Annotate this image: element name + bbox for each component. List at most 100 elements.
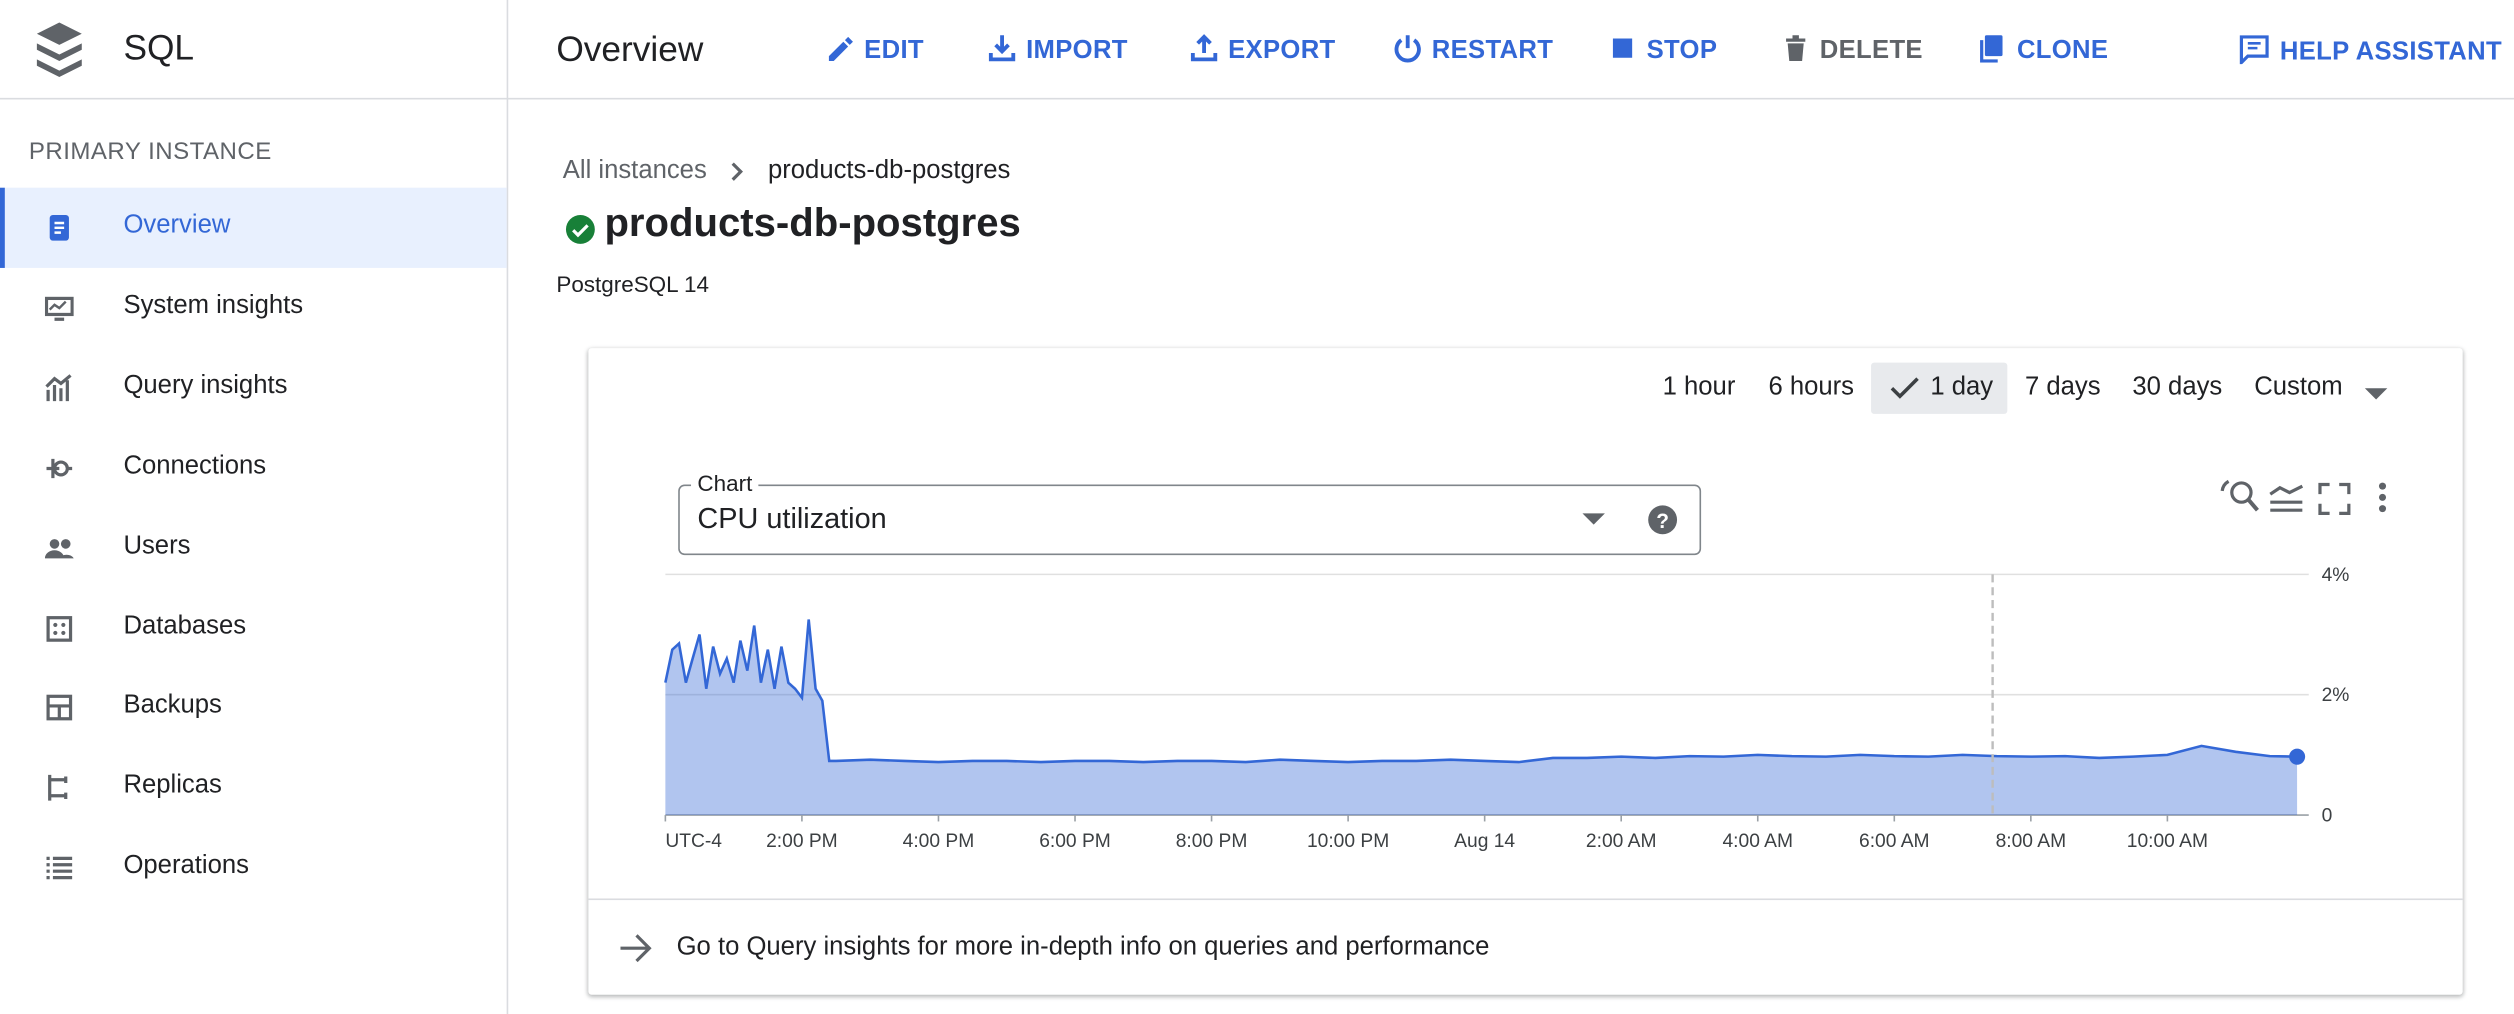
caret-svg bbox=[2364, 388, 2388, 400]
x-tick-label: 2:00 AM bbox=[1586, 831, 1657, 852]
help-assistant[interactable]: HELP ASSISTANT bbox=[2238, 35, 2502, 67]
action-icon bbox=[1786, 35, 1806, 61]
nav-item[interactable]: Databases bbox=[123, 612, 247, 640]
nav-icon-svg bbox=[45, 373, 72, 401]
x-tick-label: Aug 14 bbox=[1454, 831, 1515, 852]
toolbar-action[interactable]: RESTART bbox=[1393, 34, 1553, 66]
query-insights-link[interactable]: Go to Query insights for more in-depth i… bbox=[676, 933, 1490, 962]
x-tick-label: 4:00 AM bbox=[1722, 831, 1793, 852]
check-icon bbox=[1889, 375, 1921, 409]
nav-icon-svg bbox=[46, 458, 73, 478]
action-label: IMPORT bbox=[1026, 36, 1128, 65]
end-point bbox=[2289, 748, 2306, 765]
nav-icon-svg bbox=[44, 296, 74, 321]
nav-item[interactable]: Replicas bbox=[123, 772, 222, 800]
active-item-bg bbox=[0, 187, 507, 268]
x-tick-label: 4:00 PM bbox=[903, 831, 975, 852]
y-tick-label: 0 bbox=[2322, 805, 2333, 826]
toolbar-action[interactable]: EDIT bbox=[826, 34, 924, 66]
breadcrumb-root[interactable]: All instances bbox=[562, 157, 707, 185]
action-icon bbox=[1612, 38, 1633, 58]
card-divider bbox=[588, 898, 2463, 901]
x-tick-label: 8:00 PM bbox=[1176, 831, 1248, 852]
x-tick-label: 10:00 AM bbox=[2127, 831, 2208, 852]
nav-item[interactable]: System insights bbox=[123, 291, 304, 320]
action-icon bbox=[1980, 35, 2003, 63]
chart-selector[interactable] bbox=[678, 484, 1702, 556]
action-label: CLONE bbox=[2016, 36, 2109, 65]
time-range-option[interactable]: 7 days bbox=[2024, 373, 2101, 402]
chart-selector-value: CPU utilization bbox=[697, 502, 887, 535]
svg-text:?: ? bbox=[1656, 510, 1669, 533]
dropdown-caret[interactable] bbox=[1581, 510, 1607, 526]
nav-item[interactable]: Query insights bbox=[123, 371, 288, 400]
action-label: EDIT bbox=[864, 36, 924, 65]
x-tick-label: 6:00 AM bbox=[1859, 831, 1930, 852]
nav-icon bbox=[45, 213, 74, 250]
toolbar-action[interactable]: CLONE bbox=[1978, 34, 2108, 66]
time-range-option[interactable]: 1 hour bbox=[1662, 373, 1736, 402]
x-tick-label: 6:00 PM bbox=[1039, 831, 1111, 852]
sql-logo bbox=[36, 22, 82, 78]
time-range-option[interactable]: Custom bbox=[2254, 373, 2343, 402]
nav-icon-svg bbox=[46, 615, 73, 641]
nav-item[interactable]: Overview bbox=[123, 211, 231, 240]
action-label: STOP bbox=[1646, 36, 1718, 65]
nav-icon bbox=[45, 854, 74, 891]
help-label: HELP ASSISTANT bbox=[2279, 38, 2502, 66]
time-range-option[interactable]: 1 day bbox=[1930, 373, 1994, 402]
x-tick-label: 8:00 AM bbox=[1996, 831, 2067, 852]
toolbar-action[interactable]: IMPORT bbox=[988, 34, 1128, 66]
action-icon bbox=[1190, 34, 1218, 62]
arrow-icon bbox=[620, 934, 652, 963]
nav-icon bbox=[45, 454, 74, 491]
action-label: EXPORT bbox=[1228, 36, 1336, 65]
nav-icon-svg bbox=[46, 857, 73, 880]
nav-icon-svg bbox=[46, 695, 73, 722]
time-range-option[interactable]: 30 days bbox=[2132, 373, 2223, 402]
more-menu[interactable] bbox=[2378, 482, 2387, 513]
check-svg bbox=[1890, 377, 1919, 399]
nav-icon bbox=[45, 774, 74, 811]
fullscreen[interactable] bbox=[2318, 482, 2351, 516]
help-button[interactable]: ? bbox=[1647, 504, 1679, 536]
nav-item[interactable]: Operations bbox=[123, 852, 249, 880]
instance-version: PostgreSQL 14 bbox=[556, 271, 710, 297]
instance-name: products-db-postgres bbox=[604, 200, 1021, 246]
action-icon bbox=[1394, 35, 1421, 63]
x-tick-label: 10:00 PM bbox=[1307, 831, 1389, 852]
time-range-option[interactable]: 6 hours bbox=[1768, 373, 1855, 402]
header bbox=[0, 0, 2514, 100]
toolbar-action[interactable]: DELETE bbox=[1781, 34, 1923, 66]
page-title: Overview bbox=[556, 28, 704, 69]
nav-item[interactable]: Backups bbox=[123, 692, 222, 720]
breadcrumb-chevron bbox=[731, 162, 743, 181]
y-tick-label: 4% bbox=[2322, 565, 2350, 586]
nav-icon bbox=[45, 614, 74, 651]
status-ok bbox=[565, 214, 595, 244]
action-label: DELETE bbox=[1819, 36, 1923, 65]
chart-selector-label: Chart bbox=[691, 470, 759, 496]
nav-item[interactable]: Users bbox=[123, 532, 191, 560]
nav-icon-svg bbox=[48, 775, 68, 802]
nav-icon bbox=[45, 373, 74, 410]
x-tick-label: UTC-4 bbox=[665, 831, 722, 852]
help-icon bbox=[2239, 35, 2269, 67]
x-tick-label: 2:00 PM bbox=[766, 831, 838, 852]
custom-caret[interactable] bbox=[2363, 380, 2389, 409]
toolbar-action[interactable]: STOP bbox=[1608, 34, 1717, 66]
line bbox=[664, 619, 2298, 764]
area-fill bbox=[665, 619, 2298, 816]
zoom-reset[interactable] bbox=[2220, 479, 2259, 512]
divider bbox=[506, 0, 509, 1014]
nav-icon-svg bbox=[49, 214, 69, 241]
nav-icon-svg bbox=[44, 538, 74, 558]
action-label: RESTART bbox=[1431, 36, 1554, 65]
toolbar-action[interactable]: EXPORT bbox=[1190, 34, 1336, 66]
nav-icon bbox=[44, 534, 74, 571]
nav-item[interactable]: Connections bbox=[123, 451, 267, 480]
chart-card bbox=[588, 348, 2463, 995]
legend-toggle[interactable] bbox=[2269, 484, 2304, 512]
